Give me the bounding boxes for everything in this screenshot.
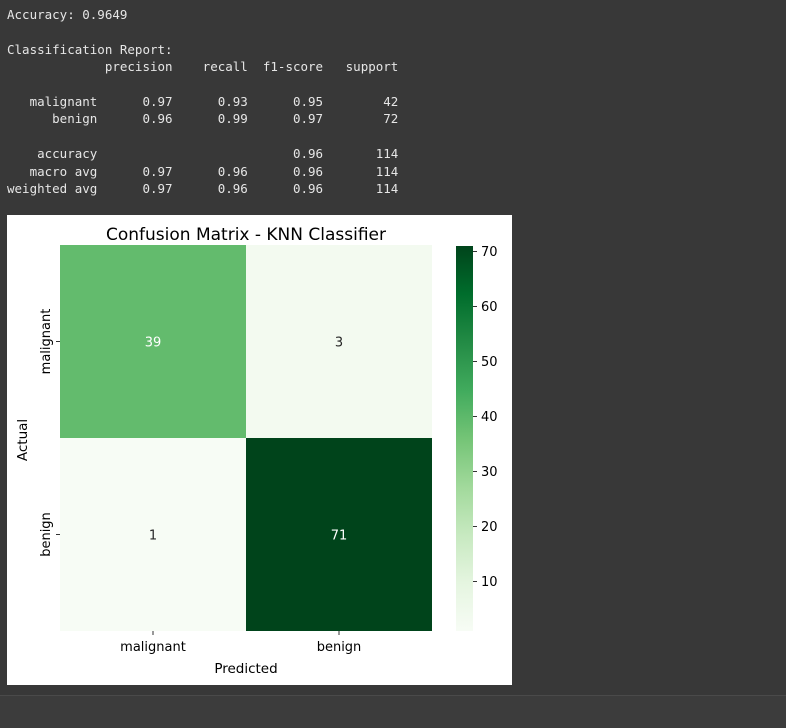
x-tick-label: benign (317, 640, 362, 655)
heatmap-cell-value: 1 (149, 529, 157, 544)
heatmap-cell-value: 71 (331, 529, 348, 544)
colorbar-tick-label: 20 (481, 520, 498, 535)
colorbar-tick-label: 10 (481, 575, 498, 590)
heatmap-cell (60, 438, 246, 631)
colorbar-tick-label: 70 (481, 245, 498, 260)
heatmap-cell-value: 3 (335, 336, 343, 351)
colorbar-tick-label: 50 (481, 355, 498, 370)
heatmap-cell-value: 39 (145, 336, 162, 351)
footer-bar (0, 695, 786, 728)
heatmap-cell (246, 438, 432, 631)
confusion-matrix-figure: Confusion Matrix - KNN Classifier Predic… (7, 215, 512, 685)
heatmap-cell (60, 245, 246, 438)
cell-output-text: Accuracy: 0.9649 Classification Report: … (7, 7, 399, 197)
x-tick-label: malignant (120, 640, 186, 655)
colorbar-tick-label: 30 (481, 465, 498, 480)
y-tick-label: malignant (39, 309, 54, 375)
chart-title: Confusion Matrix - KNN Classifier (106, 225, 386, 245)
colorbar-tick-label: 40 (481, 410, 498, 425)
heatmap-cell (246, 245, 432, 438)
colorbar (456, 246, 473, 631)
confusion-matrix-svg: Confusion Matrix - KNN Classifier Predic… (15, 225, 498, 677)
y-axis-label: Actual (15, 419, 31, 461)
y-tick-label: benign (39, 512, 54, 557)
colorbar-tick-label: 60 (481, 300, 498, 315)
x-axis-label: Predicted (214, 661, 277, 677)
